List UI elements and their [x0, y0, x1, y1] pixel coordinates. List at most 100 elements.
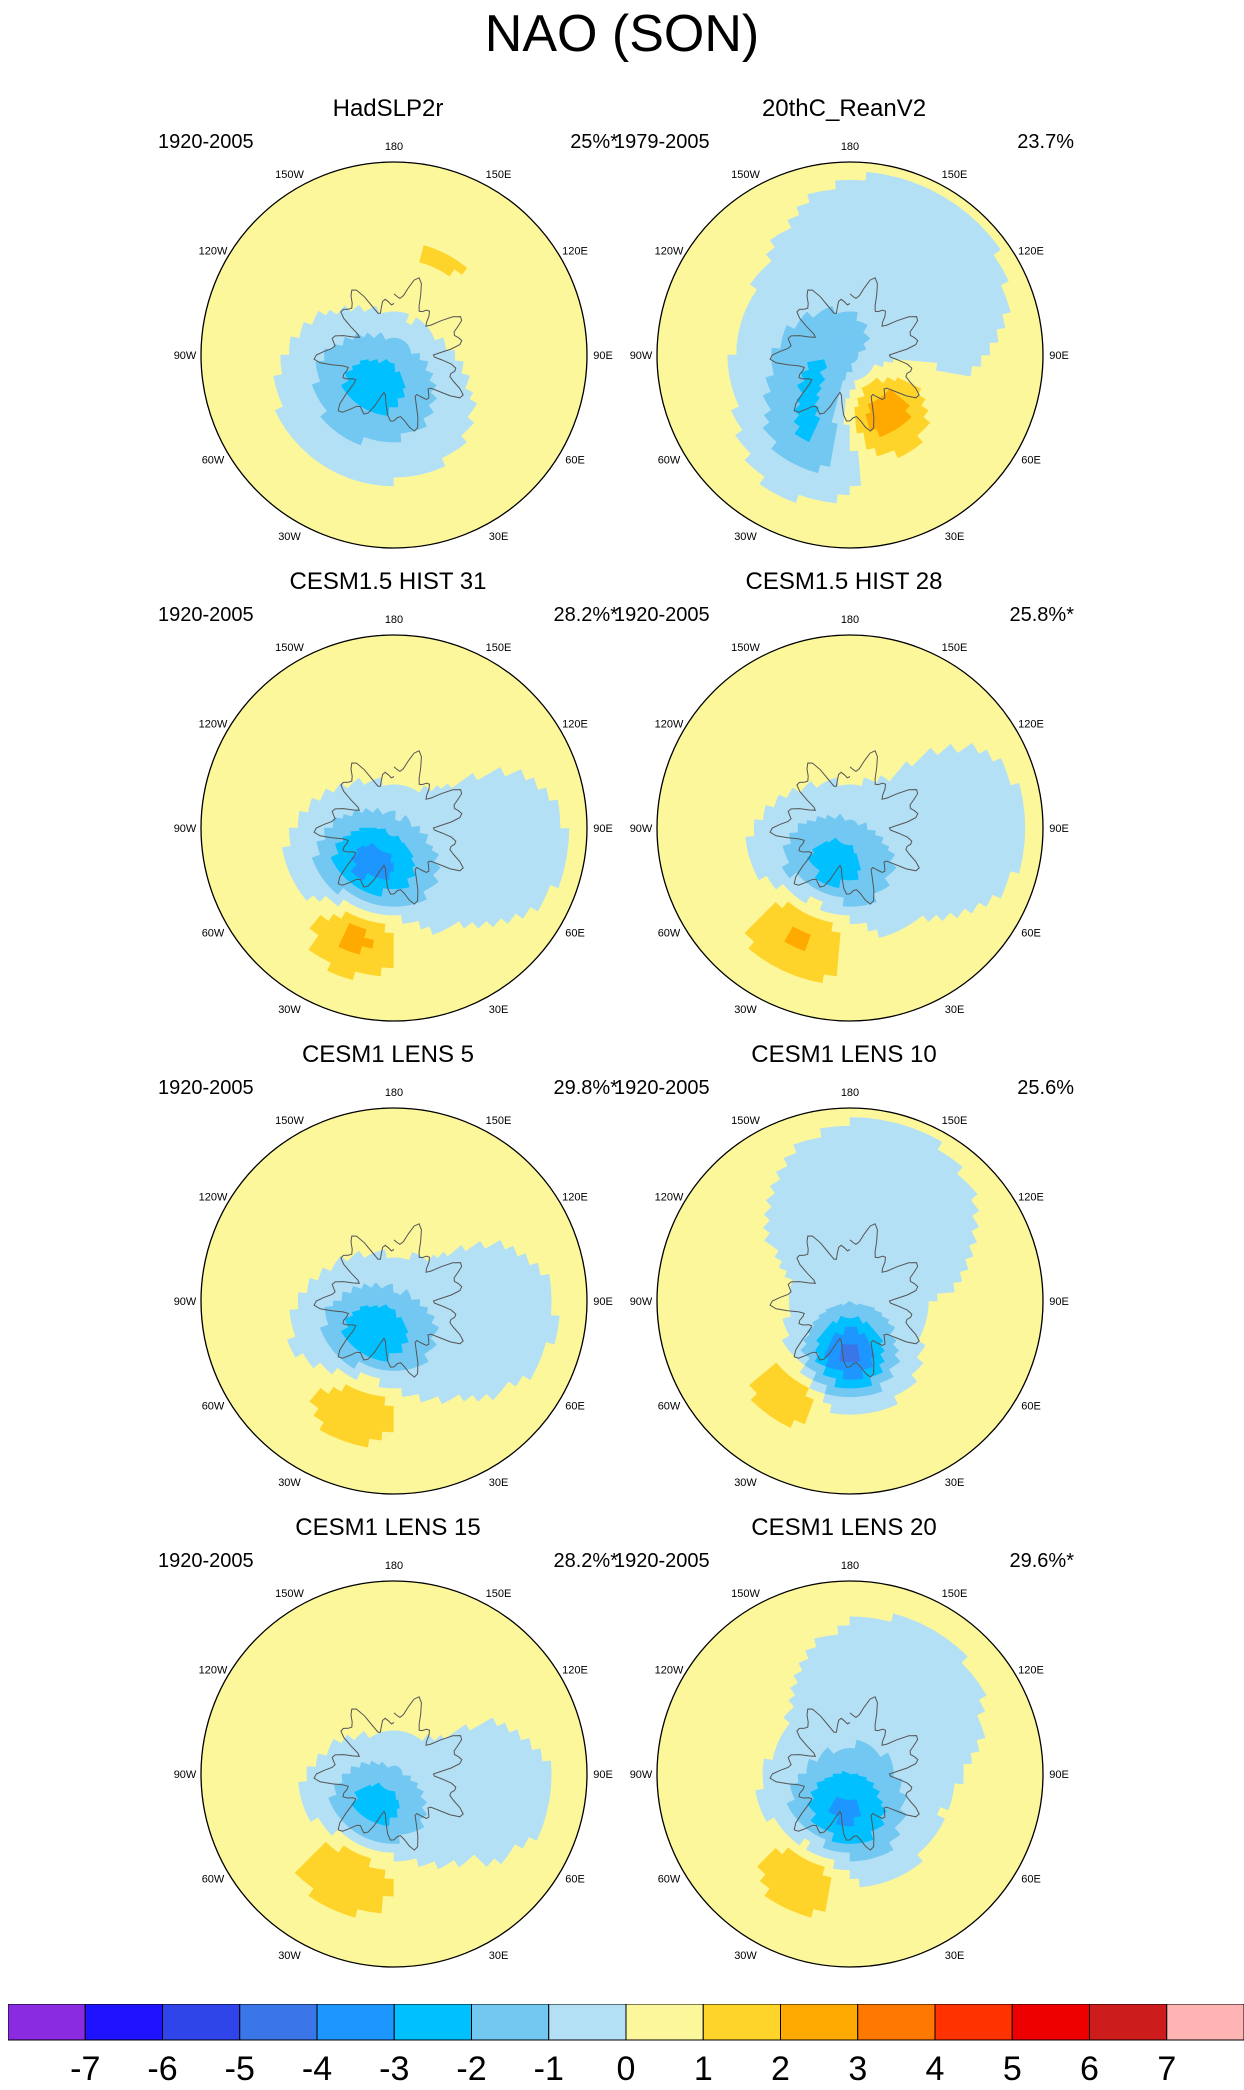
colorbar-tick-label: 5 [1003, 2050, 1022, 2089]
colorbar-tick-label: -2 [456, 2050, 486, 2089]
longitude-label: 30W [734, 1477, 757, 1489]
longitude-label: 120E [562, 719, 588, 731]
colorbar-tick-label: 3 [848, 2050, 867, 2089]
longitude-label: 90E [1049, 350, 1069, 362]
longitude-label: 150W [731, 1588, 760, 1600]
longitude-label: 30W [278, 531, 301, 543]
longitude-label: 150W [731, 1115, 760, 1127]
longitude-label: 60E [1021, 1401, 1041, 1413]
longitude-label: 30E [489, 1950, 509, 1962]
map-panel: 180150W150E120W120E90W90E60W60E30W30E0CE… [614, 1514, 1074, 1964]
longitude-label: 90W [630, 823, 653, 835]
longitude-label: 120E [562, 246, 588, 258]
colorbar-swatch [1167, 2004, 1244, 2040]
colorbar-swatch [8, 2004, 85, 2040]
longitude-label: 150W [731, 642, 760, 654]
longitude-label: 30E [945, 1004, 965, 1016]
longitude-label: 60W [202, 455, 225, 467]
longitude-label: 90E [593, 350, 613, 362]
longitude-label: 60W [658, 1401, 681, 1413]
longitude-label: 90W [174, 350, 197, 362]
longitude-label: 120W [655, 1192, 684, 1204]
colorbar-tick-label: 2 [771, 2050, 790, 2089]
longitude-label: 150E [942, 642, 968, 654]
map-panel: 180150W150E120W120E90W90E60W60E30W30E020… [614, 95, 1074, 545]
panel-period: 1920-2005 [158, 604, 254, 627]
variance-explained: 28.2%* [554, 604, 619, 627]
longitude-label: 60E [1021, 1874, 1041, 1886]
slp-anomaly-field [201, 1108, 587, 1494]
longitude-label: 180 [385, 1560, 403, 1572]
longitude-label: 60E [1021, 928, 1041, 940]
colorbar-swatch [626, 2004, 703, 2040]
longitude-label: 180 [841, 141, 859, 153]
longitude-label: 180 [841, 614, 859, 626]
longitude-label: 150W [275, 1115, 304, 1127]
map-panel: 180150W150E120W120E90W90E60W60E30W30E0CE… [614, 1041, 1074, 1491]
longitude-label: 150E [486, 642, 512, 654]
polar-map: 180150W150E120W120E90W90E60W60E30W30E0 [614, 568, 1084, 1028]
colorbar-swatch [549, 2004, 626, 2040]
longitude-label: 150E [942, 169, 968, 181]
map-panel: 180150W150E120W120E90W90E60W60E30W30E0Ha… [158, 95, 618, 545]
colorbar-tick-label: -3 [379, 2050, 409, 2089]
longitude-label: 90E [1049, 823, 1069, 835]
colorbar-swatch [240, 2004, 317, 2040]
colorbar-tick-label: -1 [534, 2050, 564, 2089]
longitude-label: 60W [658, 928, 681, 940]
colorbar-swatch [472, 2004, 549, 2040]
slp-anomaly-field [201, 635, 587, 1021]
longitude-label: 150E [486, 1588, 512, 1600]
longitude-label: 90W [174, 1769, 197, 1781]
polar-map: 180150W150E120W120E90W90E60W60E30W30E0 [614, 1041, 1084, 1501]
panel-title: CESM1 LENS 20 [614, 1514, 1074, 1542]
longitude-label: 60W [658, 1874, 681, 1886]
slp-anomaly-field [201, 162, 587, 548]
longitude-label: 90E [593, 823, 613, 835]
longitude-label: 120W [655, 1665, 684, 1677]
longitude-label: 120W [199, 719, 228, 731]
colorbar-tick-label: -7 [70, 2050, 100, 2089]
colorbar-tick-label: 1 [694, 2050, 713, 2089]
longitude-label: 150E [942, 1588, 968, 1600]
colorbar-tick-label: -5 [225, 2050, 255, 2089]
longitude-label: 90W [630, 350, 653, 362]
colorbar-swatch [394, 2004, 471, 2040]
longitude-label: 60E [565, 928, 585, 940]
colorbar-tick-label: 0 [617, 2050, 636, 2089]
longitude-label: 90W [630, 1769, 653, 1781]
colorbar-swatch [781, 2004, 858, 2040]
longitude-label: 90E [1049, 1296, 1069, 1308]
longitude-label: 60E [1021, 455, 1041, 467]
panel-title: CESM1 LENS 5 [158, 1041, 618, 1069]
polar-map: 180150W150E120W120E90W90E60W60E30W30E0 [158, 568, 628, 1028]
longitude-label: 30E [945, 531, 965, 543]
polar-map: 180150W150E120W120E90W90E60W60E30W30E0 [614, 95, 1084, 555]
panel-period: 1920-2005 [614, 1077, 710, 1100]
longitude-label: 60W [202, 1401, 225, 1413]
longitude-label: 120W [199, 246, 228, 258]
polar-map: 180150W150E120W120E90W90E60W60E30W30E0 [158, 1514, 628, 1974]
longitude-label: 30W [278, 1477, 301, 1489]
longitude-label: 60W [202, 1874, 225, 1886]
variance-explained: 28.2%* [554, 1550, 619, 1573]
colorbar [8, 2004, 1244, 2042]
longitude-label: 60W [202, 928, 225, 940]
longitude-label: 150W [275, 1588, 304, 1600]
longitude-label: 30E [945, 1477, 965, 1489]
polar-map: 180150W150E120W120E90W90E60W60E30W30E0 [614, 1514, 1084, 1974]
longitude-label: 120E [562, 1192, 588, 1204]
longitude-label: 120W [199, 1665, 228, 1677]
longitude-label: 150W [731, 169, 760, 181]
variance-explained: 25.6% [1017, 1077, 1074, 1100]
variance-explained: 23.7% [1017, 131, 1074, 154]
longitude-label: 120W [199, 1192, 228, 1204]
longitude-label: 150E [486, 1115, 512, 1127]
colorbar-swatch [935, 2004, 1012, 2040]
longitude-label: 30W [734, 531, 757, 543]
longitude-label: 60W [658, 455, 681, 467]
longitude-label: 150W [275, 642, 304, 654]
longitude-label: 60E [565, 455, 585, 467]
longitude-label: 30W [278, 1004, 301, 1016]
